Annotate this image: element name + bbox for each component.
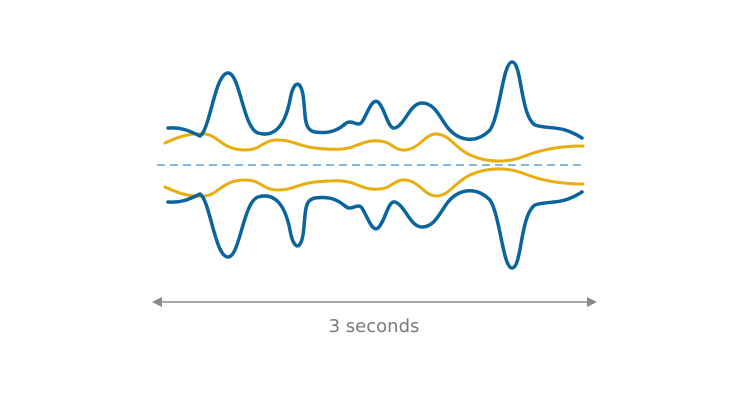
duration-arrow (152, 297, 597, 307)
yellow-wave-bottom (163, 167, 585, 198)
waveform (157, 60, 586, 270)
duration-label: 3 seconds (329, 316, 420, 337)
blue-wave-top (166, 60, 584, 141)
arrow-head-left (152, 297, 162, 307)
yellow-wave-top (163, 132, 585, 163)
blue-wave-bottom (166, 189, 584, 270)
arrow-head-right (587, 297, 597, 307)
